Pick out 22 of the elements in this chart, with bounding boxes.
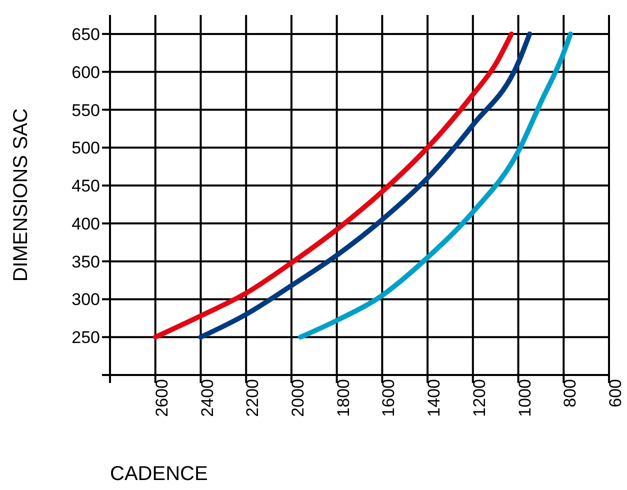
y-tick-label: 300 [72, 290, 100, 310]
x-tick-label: 800 [560, 379, 580, 408]
x-tick-label: 1200 [470, 379, 489, 417]
x-tick-label: 2400 [198, 379, 217, 417]
y-tick-label: 450 [72, 176, 100, 196]
x-tick-label: 1600 [379, 379, 398, 417]
y-tick-label: 600 [72, 62, 100, 82]
y-tick-label: 550 [72, 100, 100, 120]
x-tick-label: 2600 [152, 379, 172, 417]
y-tick-label: 650 [72, 24, 100, 44]
y-tick-label: 500 [72, 138, 100, 158]
y-axis-title: DIMENSIONS SAC [10, 108, 32, 282]
x-tick-label: 2000 [288, 379, 308, 417]
x-tick-label: 1400 [424, 379, 444, 417]
x-tick-label: 600 [606, 379, 626, 408]
y-tick-label: 400 [72, 214, 100, 234]
x-tick-label: 1000 [515, 379, 534, 417]
y-tick-label: 350 [72, 252, 100, 272]
x-axis-title: CADENCE [110, 463, 208, 485]
x-tick-label: 2200 [243, 379, 262, 417]
y-tick-label: 250 [72, 328, 100, 348]
x-tick-label: 1800 [334, 379, 353, 417]
